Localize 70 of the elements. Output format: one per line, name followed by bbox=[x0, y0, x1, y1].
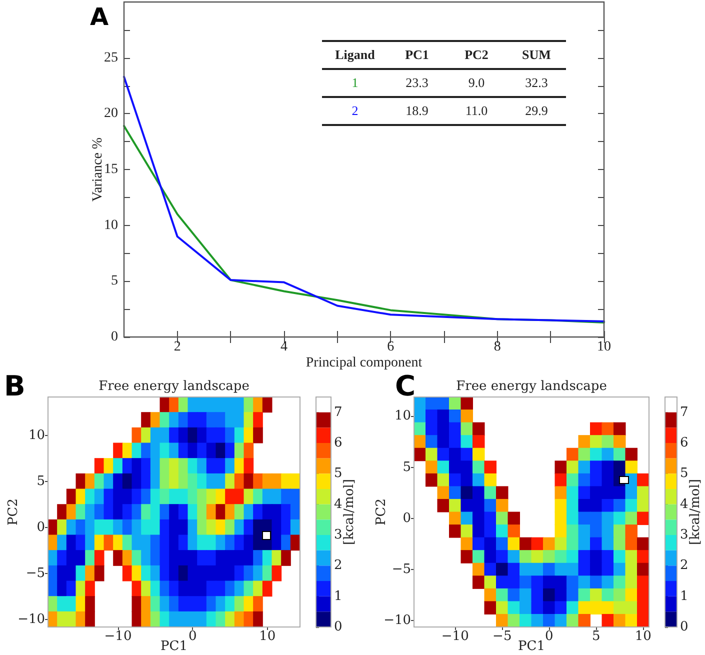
color-bar-label: 4 bbox=[680, 496, 688, 512]
annotation: 32.3 bbox=[525, 75, 548, 90]
color-bar-title: [kcal/mol] bbox=[688, 479, 703, 545]
color-bar-label: 2 bbox=[334, 558, 342, 574]
annotation: 2 bbox=[352, 103, 358, 118]
y-tick-label: −10 bbox=[18, 612, 45, 627]
y-axis-title: Variance % bbox=[90, 137, 106, 202]
color-bar-label: 1 bbox=[680, 588, 688, 604]
x-tick-label: 0 bbox=[188, 629, 197, 644]
annotation: 9.0 bbox=[468, 75, 485, 90]
x-tick-label: 0 bbox=[544, 629, 554, 644]
text: A bbox=[90, 3, 109, 31]
y-tick-label: 0 bbox=[402, 510, 411, 526]
x-tick-label: 2 bbox=[174, 340, 181, 354]
x-tick-label: 10 bbox=[259, 629, 276, 644]
annotation: Ligand bbox=[335, 47, 375, 62]
annotation: 29.9 bbox=[525, 103, 548, 118]
color-bar-label: 6 bbox=[680, 436, 688, 450]
x-tick-label: 5 bbox=[592, 629, 600, 644]
color-bar-label: 3 bbox=[334, 528, 342, 542]
annotation: 1 bbox=[352, 75, 358, 90]
y-tick-label: 5 bbox=[111, 274, 118, 289]
annotation: C bbox=[395, 370, 416, 402]
y-tick-label: 0 bbox=[36, 520, 45, 535]
color-bar-label: 6 bbox=[334, 436, 342, 450]
annotation: 23.3 bbox=[406, 75, 428, 90]
x-tick-label: 6 bbox=[387, 340, 394, 354]
x-tick-label: 10 bbox=[634, 629, 652, 644]
color-bar-label: 3 bbox=[680, 528, 688, 542]
y-tick-label: 10 bbox=[28, 428, 45, 443]
y-tick-label: 5 bbox=[36, 474, 45, 489]
x-axis-title: PC1 bbox=[160, 639, 188, 654]
y-tick-label: 15 bbox=[104, 162, 118, 177]
y-tick-label: 10 bbox=[104, 218, 118, 233]
y-tick-label: 5 bbox=[402, 460, 411, 475]
y-axis-title: PC2 bbox=[6, 498, 21, 526]
chart-title: Free energy landscape bbox=[98, 379, 250, 394]
y-tick-label: 10 bbox=[394, 408, 411, 424]
annotation: 11.0 bbox=[465, 103, 488, 118]
x-tick-label: 10 bbox=[597, 340, 611, 354]
x-tick-label: 8 bbox=[494, 340, 501, 354]
x-axis-title: Principal component bbox=[306, 356, 422, 370]
line-series bbox=[123, 76, 605, 322]
y-tick-label: 0 bbox=[111, 330, 118, 344]
y-axis-title: PC2 bbox=[374, 498, 389, 526]
color-bar-label: 0 bbox=[680, 620, 688, 634]
text: B bbox=[4, 370, 26, 402]
color-bar-label: 7 bbox=[334, 404, 342, 420]
x-axis-title: PC1 bbox=[518, 639, 545, 654]
x-tick-label: −5 bbox=[492, 629, 512, 644]
y-tick-label: 25 bbox=[104, 50, 118, 66]
annotation: 18.9 bbox=[406, 103, 428, 118]
annotation: PC1 bbox=[405, 47, 429, 62]
x-tick-label: −10 bbox=[441, 629, 469, 644]
y-tick-label: −10 bbox=[384, 613, 411, 628]
color-bar-label: 5 bbox=[680, 466, 688, 482]
chart-title: Free energy landscape bbox=[456, 379, 608, 394]
color-bar-title: [kcal/mol] bbox=[342, 479, 357, 545]
color-bar-label: 4 bbox=[334, 496, 342, 512]
color-bar-label: 1 bbox=[334, 588, 342, 604]
annotation: SUM bbox=[522, 47, 551, 62]
color-bar-label: 5 bbox=[334, 466, 342, 482]
color-bar-label: 2 bbox=[680, 558, 688, 574]
color-bar-label: 7 bbox=[680, 404, 688, 420]
y-tick-label: 20 bbox=[104, 106, 118, 122]
x-tick-label: 4 bbox=[280, 340, 288, 354]
y-tick-label: −5 bbox=[392, 562, 411, 577]
annotation: PC2 bbox=[464, 47, 488, 62]
color-bar-label: 0 bbox=[334, 620, 342, 634]
y-tick-label: −5 bbox=[26, 566, 45, 581]
